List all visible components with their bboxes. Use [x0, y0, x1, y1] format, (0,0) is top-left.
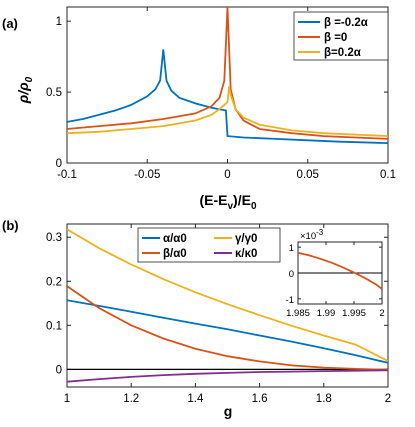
panel-a-xtick-label: 0.1 [380, 169, 396, 181]
panel-a-xtick-label: 0.05 [297, 169, 319, 181]
panel-b-xlabel: g [224, 403, 233, 419]
panel-b-legend-label-3: κ/κ0 [235, 248, 257, 260]
inset-xtick-label: 2 [379, 308, 384, 319]
inset-ytick-label: 0 [289, 269, 294, 280]
panel-b-xtick-label: 1.6 [252, 393, 268, 405]
panel-b-inset: 1.985 1.99 1.995 2-101×10-3 [286, 228, 385, 319]
panel-b-series-line-2 [67, 228, 388, 362]
inset-ytick-label: -1 [286, 295, 294, 306]
inset-series-line [298, 251, 382, 290]
panel-b-ytick-label: 0.1 [46, 320, 62, 332]
panel-b: (b) 1 1.2 1.4 1.6 1.8 2 0 0.1 0.2 0.3 α/α0 γ/γ0 β/α0… [2, 218, 391, 419]
panel-a-ylabel: ρ/ρ0 [15, 76, 35, 104]
panel-a-legend-label-0: β =-0.2α [324, 17, 368, 29]
panel-a: (a) ρ/ρ0 -0.1 -0.05 0 0.05 0.100.51 β =-0.2αβ… [2, 6, 396, 212]
panel-a-legend-label-1: β =0 [324, 32, 347, 44]
panel-b-series-line-1 [67, 285, 388, 371]
panel-b-legend-label-0: α/α0 [163, 233, 187, 245]
panel-b-legend: α/α0 γ/γ0 β/α0 κ/κ0 [137, 227, 281, 263]
inset-xtick-label: 1.995 [342, 308, 366, 319]
panel-a-xlabel: (E-Ev)/E0 [199, 192, 256, 212]
panel-b-xtick-label: 1.4 [187, 393, 204, 405]
panel-a-ytick-label: 0 [56, 158, 62, 170]
panel-b-label: (b) [2, 218, 19, 233]
panel-a-series-line-2 [67, 86, 388, 137]
panel-b-xtick-label: 1.8 [316, 393, 332, 405]
panel-b-series-line-3 [67, 369, 388, 383]
panel-a-series-line-1 [67, 7, 388, 140]
panel-b-ytick-label: 0.2 [46, 276, 62, 288]
panel-a-series-line-0 [67, 49, 388, 144]
panel-b-legend-label-1: β/α0 [163, 248, 187, 260]
inset-xtick-label: 1.99 [317, 308, 336, 319]
panel-b-xtick-label: 2 [385, 393, 391, 405]
panel-b-series-line-0 [67, 299, 388, 364]
panel-a-xtick-label: -0.05 [134, 169, 160, 181]
panel-a-label: (a) [2, 16, 18, 31]
panel-b-ytick-label: 0 [56, 364, 62, 376]
panel-a-legend: β =-0.2α β =0 β=0.2α [293, 11, 389, 61]
inset-ytick-label: 1 [289, 243, 294, 254]
inset-xtick-label: 1.985 [286, 308, 310, 319]
svg-text:ρ/ρ0: ρ/ρ0 [15, 76, 35, 104]
panel-a-legend-label-2: β=0.2α [324, 47, 361, 59]
panel-a-xtick-label: -0.1 [57, 169, 77, 181]
panel-b-xtick-label: 1 [64, 393, 70, 405]
panel-b-legend-box [137, 227, 281, 263]
panel-a-xtick-label: 0 [224, 169, 230, 181]
panel-a-ytick-label: 1 [56, 16, 62, 28]
panel-b-ytick-label: 0.3 [46, 232, 62, 244]
panel-b-xtick-label: 1.2 [123, 393, 139, 405]
panel-a-ytick-label: 0.5 [46, 87, 62, 99]
panel-b-legend-label-2: γ/γ0 [235, 233, 257, 245]
